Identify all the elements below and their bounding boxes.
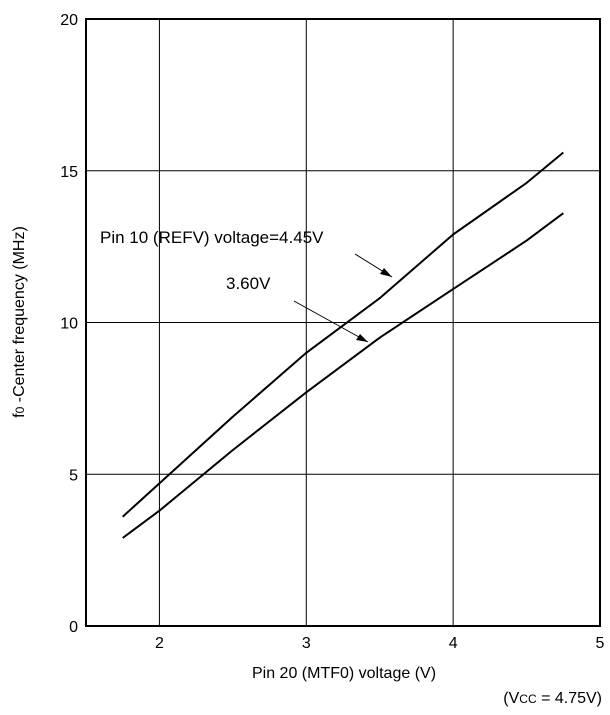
series-label-3-60v: 3.60V bbox=[226, 274, 271, 293]
annotations: Pin 10 (REFV) voltage=4.45V 3.60V bbox=[100, 228, 393, 343]
x-tick-label: 4 bbox=[449, 635, 458, 652]
y-tick-label: 15 bbox=[60, 164, 78, 181]
x-tick-label: 5 bbox=[596, 635, 605, 652]
arrowhead-3-60v bbox=[356, 334, 368, 342]
grid-lines bbox=[86, 19, 600, 626]
series-line-1 bbox=[122, 212, 564, 539]
series-lines bbox=[122, 151, 564, 539]
y-tick-label: 10 bbox=[60, 316, 78, 333]
y-axis-label: f0 -Center frequency (MHz) bbox=[11, 226, 28, 418]
condition-note: (VCC = 4.75V) bbox=[503, 690, 602, 707]
y-tick-label: 5 bbox=[69, 467, 78, 484]
x-axis-label: Pin 20 (MTF0) voltage (V) bbox=[252, 665, 436, 682]
x-tick-label: 2 bbox=[155, 635, 164, 652]
leader-line-3-60v bbox=[293, 300, 369, 343]
x-tick-labels: 2 3 4 5 bbox=[155, 635, 605, 652]
y-tick-labels: 0 5 10 15 20 bbox=[60, 12, 78, 636]
arrowhead-4-45v bbox=[380, 268, 392, 277]
y-tick-label: 0 bbox=[69, 619, 78, 636]
y-tick-label: 20 bbox=[60, 12, 78, 29]
series-label-4-45v: Pin 10 (REFV) voltage=4.45V bbox=[100, 228, 324, 247]
x-tick-label: 3 bbox=[302, 635, 311, 652]
plot-frame bbox=[85, 18, 601, 627]
series-line-0 bbox=[122, 151, 564, 518]
